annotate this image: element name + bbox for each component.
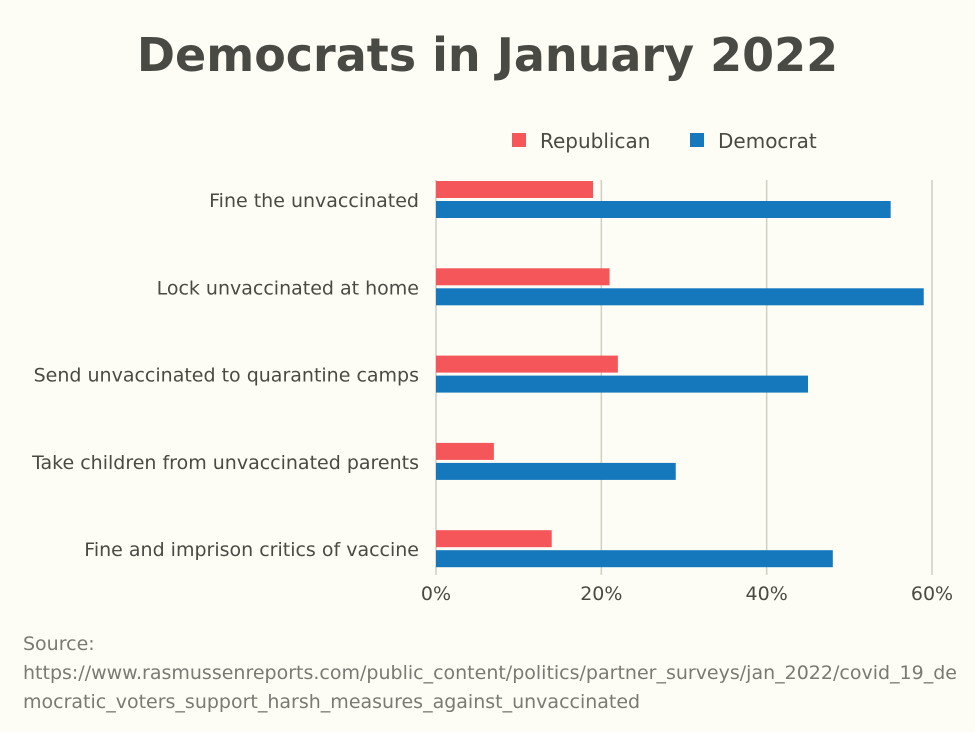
x-tick-label: 0% (421, 583, 451, 605)
bar-democrat (436, 462, 676, 480)
bar-democrat (436, 288, 924, 306)
source-url[interactable]: https://www.rasmussenreports.com/public_… (23, 662, 957, 713)
bar-chart: 0% 20% 40% 60% Republican Democrat Fine the un… (31, 129, 953, 605)
source-note: Source: https://www.rasmussenreports.com… (23, 630, 958, 717)
bar-republican (436, 530, 552, 548)
category-label: Send unvaccinated to quarantine camps (34, 365, 419, 387)
bar-democrat (436, 375, 808, 393)
category-label: Take children from unvaccinated parents (31, 452, 419, 474)
bar-republican (436, 181, 594, 198)
x-tick-label: 40% (746, 583, 788, 605)
legend-label-republican: Republican (540, 129, 650, 153)
source-label: Source: (23, 633, 95, 655)
bar-republican (436, 355, 618, 373)
chart-title: Democrats in January 2022 (136, 28, 839, 82)
bar-republican (436, 442, 494, 460)
x-tick-label: 60% (911, 583, 953, 605)
bar-democrat (436, 550, 833, 568)
category-label: Fine and imprison critics of vaccine (84, 539, 419, 561)
legend-swatch-democrat (690, 133, 704, 147)
category-label: Fine the unvaccinated (209, 190, 419, 212)
x-tick-label: 20% (580, 583, 622, 605)
category-label: Lock unvaccinated at home (157, 277, 419, 299)
legend-swatch-republican (512, 133, 526, 147)
bar-democrat (436, 201, 891, 218)
legend-label-democrat: Democrat (718, 129, 817, 153)
bar-republican (436, 268, 610, 286)
